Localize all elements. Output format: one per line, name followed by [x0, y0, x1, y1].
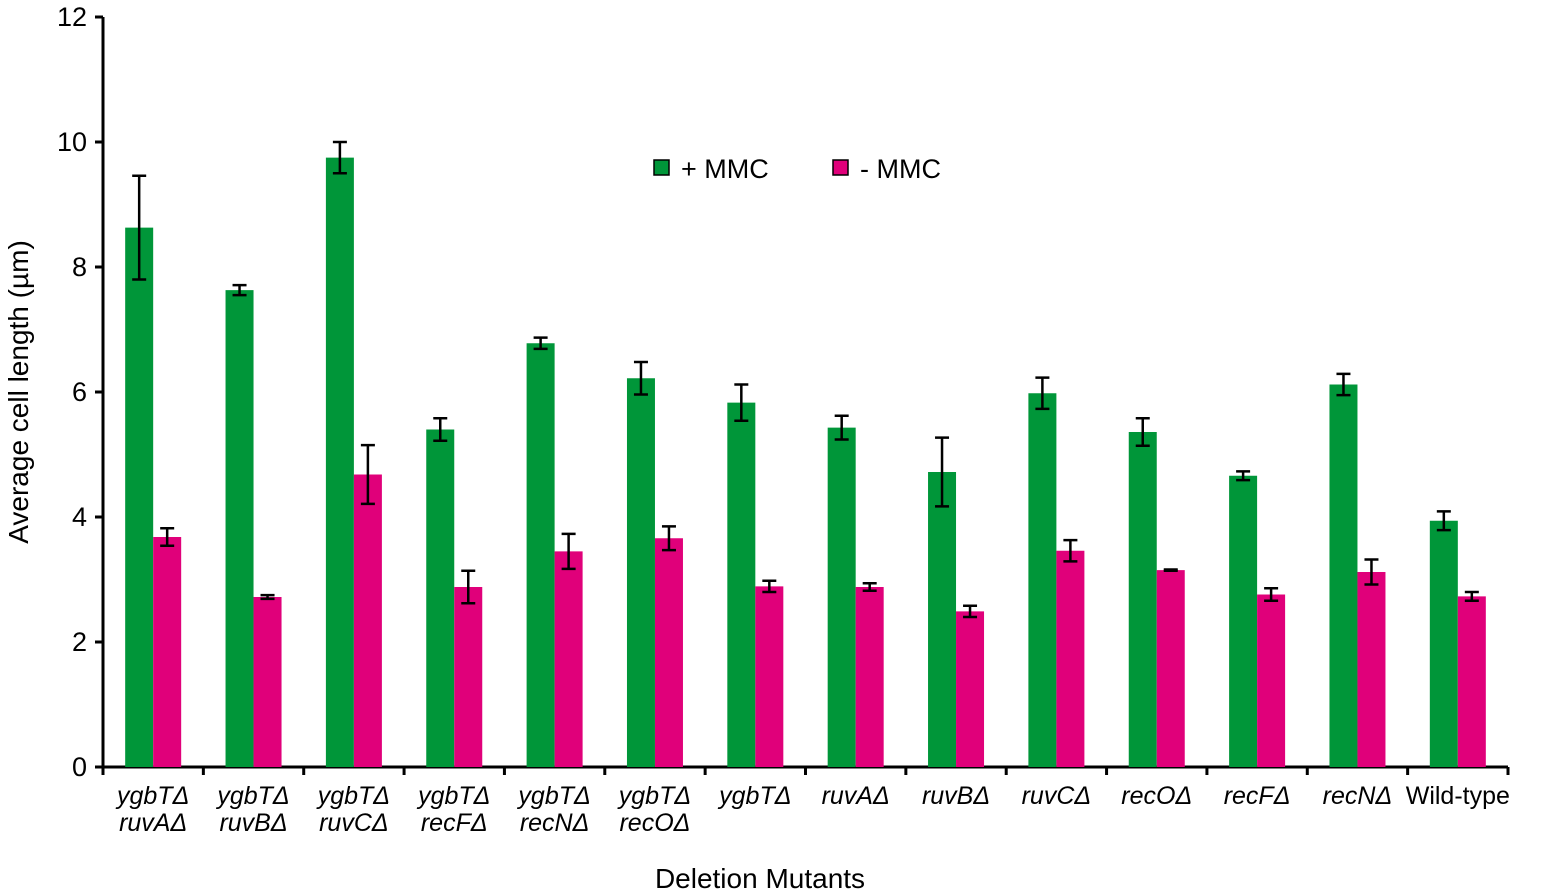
- bar-plus-mmc: [1028, 393, 1057, 767]
- legend-label: + MMC: [681, 154, 769, 184]
- bar-minus-mmc: [1056, 550, 1085, 767]
- bar-plus-mmc: [928, 472, 957, 767]
- bar-plus-mmc: [1128, 432, 1157, 767]
- bar-minus-mmc: [153, 537, 182, 767]
- x-category-label: ygbTΔ: [215, 782, 289, 810]
- bar-plus-mmc: [626, 378, 655, 767]
- x-category-label: ygbTΔ: [316, 782, 390, 810]
- y-tick-label: 0: [72, 752, 87, 782]
- legend-label: - MMC: [860, 154, 941, 184]
- x-axis-title: Deletion Mutants: [655, 863, 865, 894]
- x-category-label: recNΔ: [520, 809, 590, 837]
- error-bars: [132, 140, 1479, 619]
- x-category-label: ygbTΔ: [115, 782, 189, 810]
- x-category-label: recFΔ: [1224, 782, 1291, 810]
- bar-minus-mmc: [755, 586, 784, 767]
- bar-minus-mmc: [1257, 594, 1286, 767]
- bar-plus-mmc: [1229, 475, 1258, 767]
- y-tick-label: 10: [57, 127, 87, 157]
- y-axis-title: Average cell length (µm): [3, 240, 34, 544]
- x-category-label: ygbTΔ: [516, 782, 590, 810]
- bar-minus-mmc: [253, 597, 282, 767]
- legend: + MMC - MMC: [653, 154, 941, 184]
- bar-plus-mmc: [125, 227, 154, 767]
- bar-minus-mmc: [855, 587, 884, 767]
- x-category-label: ygbTΔ: [617, 782, 691, 810]
- bar-minus-mmc: [956, 611, 985, 767]
- y-tick-label: 8: [72, 252, 87, 282]
- bar-plus-mmc: [426, 429, 455, 767]
- y-axis: 0 2 4 6 8 10 12: [57, 2, 105, 782]
- bar-plus-mmc: [526, 343, 555, 767]
- x-category-label: ygbTΔ: [416, 782, 490, 810]
- legend-swatch: [832, 159, 849, 176]
- bar-plus-mmc: [325, 157, 354, 767]
- x-category-label: Wild-type: [1406, 782, 1510, 810]
- x-category-label: ruvAΔ: [822, 782, 890, 810]
- y-tick-label: 2: [72, 627, 87, 657]
- bar-minus-mmc: [454, 587, 483, 767]
- legend-swatch: [653, 159, 670, 176]
- bar-minus-mmc: [353, 474, 382, 767]
- bar-plus-mmc: [727, 402, 756, 767]
- bar-minus-mmc: [1457, 596, 1486, 767]
- x-category-label: ygbTΔ: [717, 782, 791, 810]
- bars: [125, 157, 1486, 767]
- bar-minus-mmc: [1156, 570, 1185, 767]
- x-axis: ygbTΔruvAΔygbTΔruvBΔygbTΔruvCΔygbTΔrecFΔ…: [101, 765, 1510, 837]
- y-tick-label: 4: [72, 502, 87, 532]
- y-tick-label: 12: [57, 2, 87, 32]
- x-category-label: ruvAΔ: [119, 809, 187, 837]
- x-category-label: ruvBΔ: [219, 809, 287, 837]
- bar-plus-mmc: [827, 427, 856, 767]
- bar-plus-mmc: [1429, 520, 1458, 767]
- x-category-label: recNΔ: [1323, 782, 1393, 810]
- x-category-label: ruvCΔ: [1022, 782, 1092, 810]
- x-category-label: recFΔ: [421, 809, 488, 837]
- bar-minus-mmc: [654, 538, 683, 767]
- bar-plus-mmc: [1329, 384, 1358, 767]
- x-category-label: ruvCΔ: [319, 809, 389, 837]
- x-category-label: recOΔ: [619, 809, 690, 837]
- y-tick-label: 6: [72, 377, 87, 407]
- bar-plus-mmc: [225, 290, 254, 767]
- bar-minus-mmc: [1357, 572, 1386, 767]
- x-category-label: ruvBΔ: [922, 782, 990, 810]
- bar-minus-mmc: [554, 551, 583, 767]
- x-category-label: recOΔ: [1121, 782, 1192, 810]
